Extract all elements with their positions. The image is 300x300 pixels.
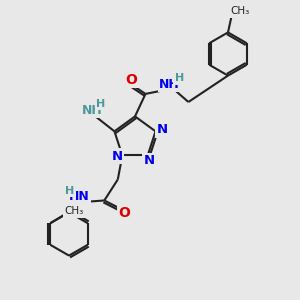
Text: H: H xyxy=(96,99,106,109)
Text: O: O xyxy=(125,73,137,87)
Text: N: N xyxy=(157,123,168,136)
Text: N: N xyxy=(144,154,155,167)
Text: NH: NH xyxy=(82,104,102,117)
Text: NH: NH xyxy=(159,78,180,91)
Text: CH₃: CH₃ xyxy=(65,206,84,216)
Text: N: N xyxy=(111,150,122,163)
Text: HN: HN xyxy=(69,190,90,203)
Text: CH₃: CH₃ xyxy=(230,6,250,16)
Text: H: H xyxy=(65,186,74,196)
Text: H: H xyxy=(175,73,184,83)
Text: O: O xyxy=(118,206,130,220)
